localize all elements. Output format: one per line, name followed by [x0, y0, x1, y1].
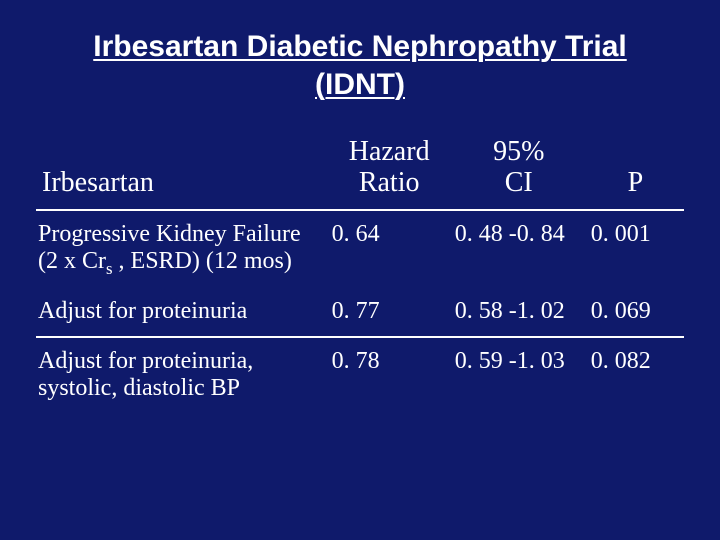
- hr-line1: Hazard: [334, 137, 445, 168]
- table-row: Adjust for proteinuria,systolic, diastol…: [36, 337, 684, 413]
- table-row: Progressive Kidney Failure(2 x Crs , ESR…: [36, 210, 684, 289]
- row-hazard-ratio: 0. 64: [328, 210, 451, 289]
- slide-title: Irbesartan Diabetic Nephropathy Trial (I…: [36, 28, 684, 103]
- row-label: Adjust for proteinuria: [36, 288, 328, 337]
- p-header-text: P: [628, 167, 644, 198]
- ci-line2: CI: [457, 168, 581, 199]
- row-p: 0. 001: [587, 210, 684, 289]
- row-p: 0. 069: [587, 288, 684, 337]
- row-hazard-ratio: 0. 78: [328, 337, 451, 413]
- row-ci: 0. 58 -1. 02: [451, 288, 587, 337]
- row-label: Adjust for proteinuria,systolic, diastol…: [36, 337, 328, 413]
- row-ci: 0. 59 -1. 03: [451, 337, 587, 413]
- row-label: Progressive Kidney Failure(2 x Crs , ESR…: [36, 210, 328, 289]
- hr-line2: Ratio: [334, 168, 445, 199]
- title-line-1: Irbesartan Diabetic Nephropathy Trial: [93, 30, 626, 63]
- col-header-hazard-ratio: Hazard Ratio: [328, 131, 451, 210]
- row-hazard-ratio: 0. 77: [328, 288, 451, 337]
- ci-line1: 95%: [457, 137, 581, 168]
- table-header-row: Irbesartan Hazard Ratio 95% CI P: [36, 131, 684, 210]
- row-ci: 0. 48 -0. 84: [451, 210, 587, 289]
- table-body: Progressive Kidney Failure(2 x Crs , ESR…: [36, 210, 684, 413]
- table-row: Adjust for proteinuria0. 770. 58 -1. 020…: [36, 288, 684, 337]
- col-header-ci: 95% CI: [451, 131, 587, 210]
- col-header-treatment: Irbesartan: [36, 131, 328, 210]
- row-p: 0. 082: [587, 337, 684, 413]
- title-line-2: (IDNT): [315, 68, 405, 101]
- col-header-treatment-text: Irbesartan: [42, 167, 154, 198]
- results-table: Irbesartan Hazard Ratio 95% CI P Progres…: [36, 131, 684, 413]
- col-header-p: P: [587, 131, 684, 210]
